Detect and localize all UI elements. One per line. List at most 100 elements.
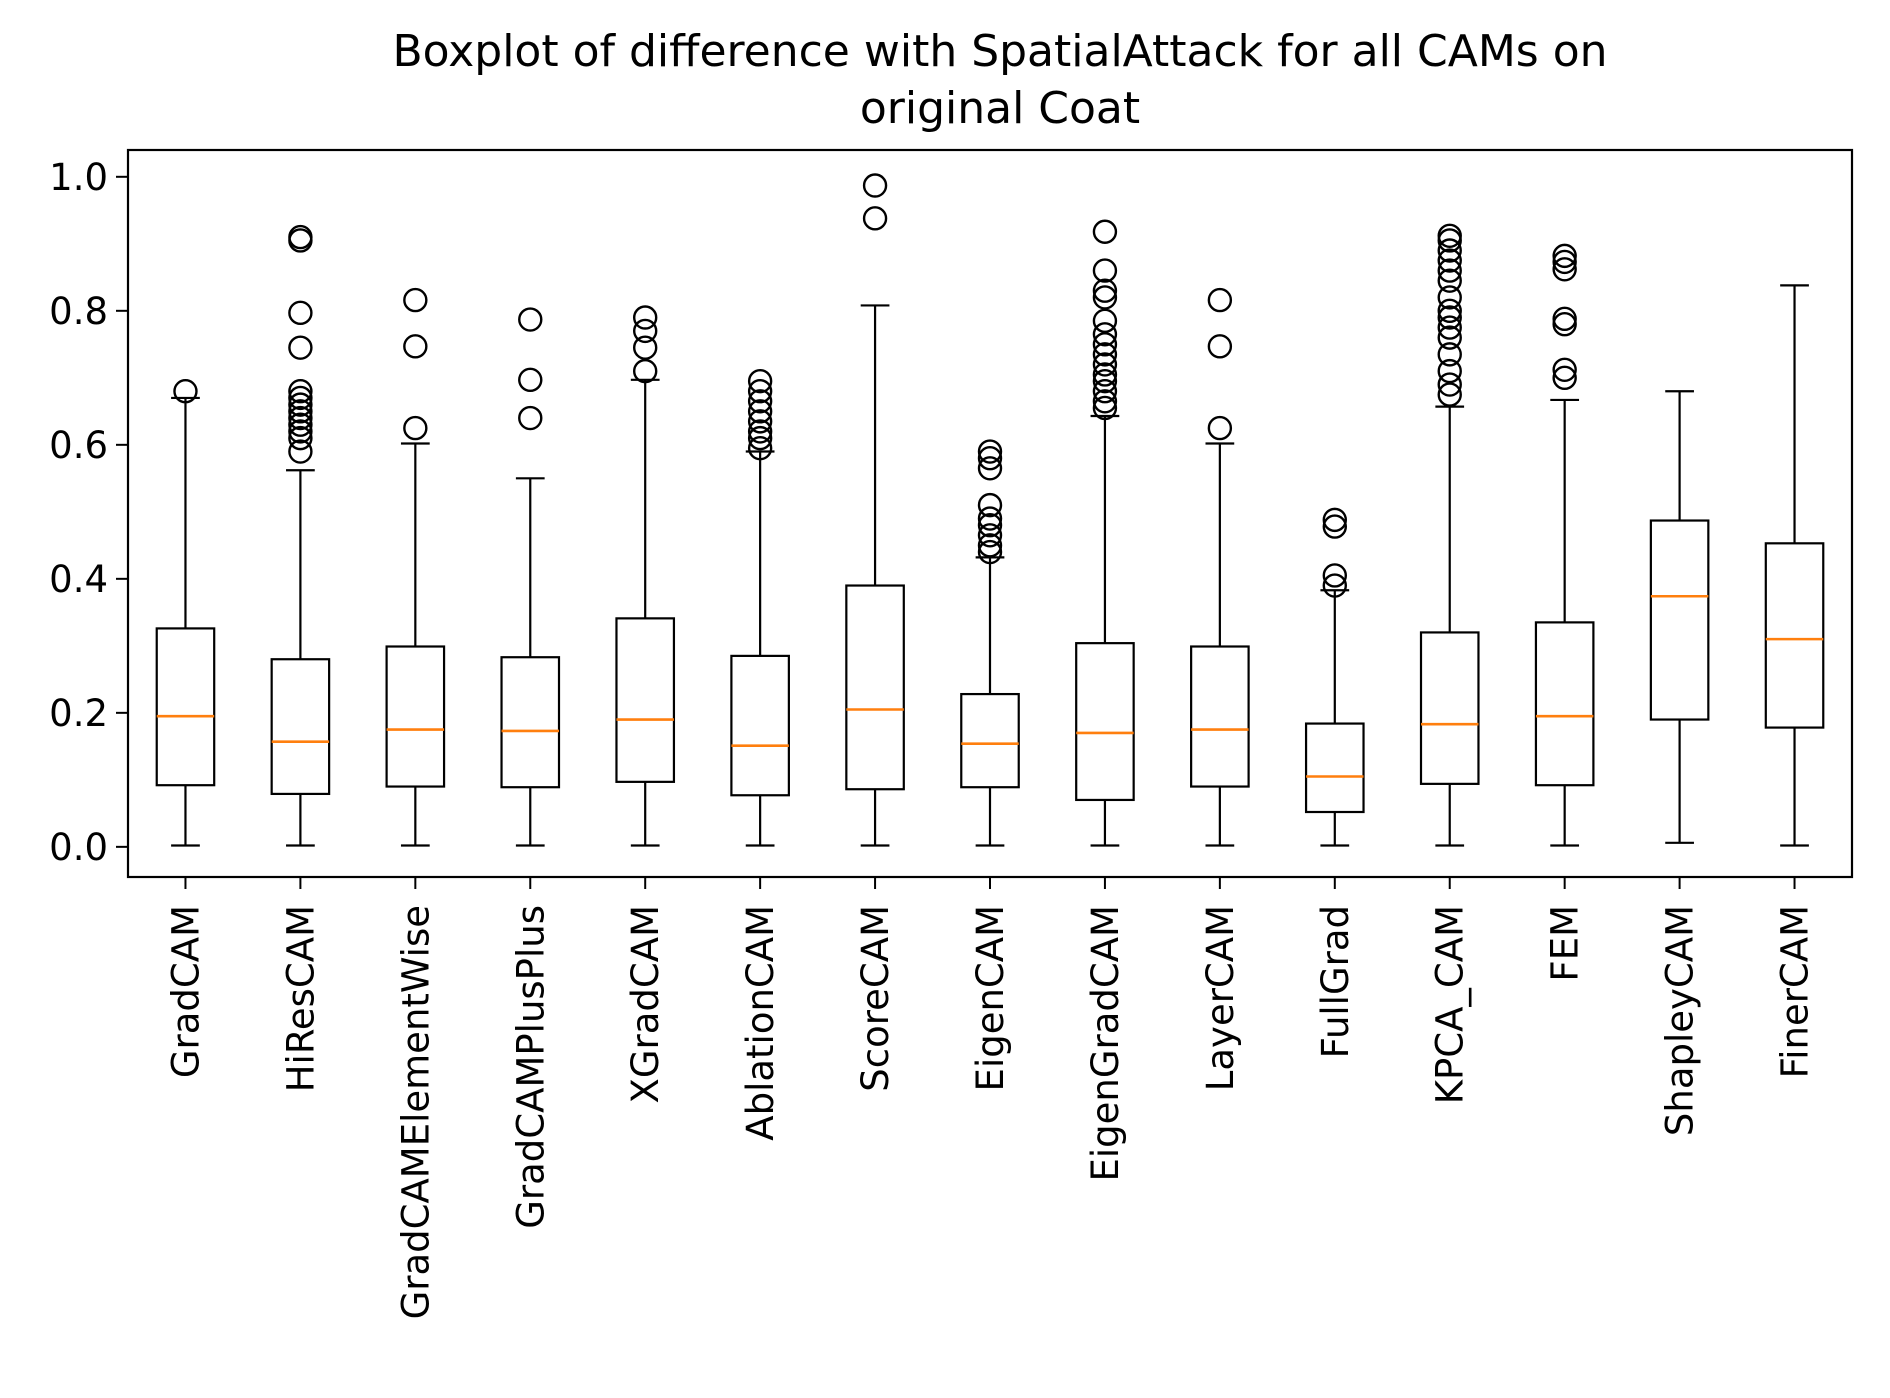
outlier-point <box>1092 362 1118 387</box>
x-tick-label: HiResCAM <box>279 905 322 1092</box>
outlier-point <box>1437 223 1462 248</box>
outlier-point <box>977 506 1003 531</box>
outlier-point <box>288 399 313 424</box>
outlier-point <box>1552 257 1577 282</box>
outlier-point <box>1092 395 1118 421</box>
outlier-point <box>1437 268 1462 293</box>
x-tick-label: GradCAMPlusPlus <box>509 905 552 1229</box>
outlier-point <box>1322 507 1348 533</box>
outlier-point <box>747 368 773 394</box>
outlier-point <box>747 419 773 444</box>
outlier-point <box>1437 382 1462 407</box>
outlier-point <box>1437 238 1462 263</box>
x-tick-label: GradCAM <box>164 905 207 1078</box>
iqr-box <box>385 645 446 788</box>
x-tick-label: FullGrad <box>1314 905 1357 1058</box>
chart-title-line-1: Boxplot of difference with SpatialAttack… <box>392 26 1607 77</box>
outlier-point <box>1437 258 1462 283</box>
outlier-point <box>1322 563 1348 588</box>
outlier-point <box>977 439 1003 464</box>
y-tick-label: 0.2 <box>49 692 108 735</box>
outlier-point <box>1552 243 1577 269</box>
x-tick-label: AblationCAM <box>739 905 782 1141</box>
x-tick-label: EigenGradCAM <box>1084 905 1127 1181</box>
outlier-point <box>1092 368 1118 394</box>
outlier-point <box>633 358 658 384</box>
outlier-point <box>518 405 543 431</box>
outlier-point <box>1207 287 1233 313</box>
iqr-box <box>1075 642 1135 802</box>
outlier-point <box>1092 389 1118 414</box>
outlier-point <box>1437 248 1462 273</box>
iqr-box <box>1304 722 1365 814</box>
outlier-point <box>288 419 313 444</box>
outlier-point <box>1092 219 1118 244</box>
outlier-point <box>747 379 773 404</box>
iqr-box <box>155 627 216 787</box>
outlier-point <box>1092 342 1118 367</box>
x-tick-label: LayerCAM <box>1199 905 1242 1091</box>
x-tick-label: ShapleyCAM <box>1659 905 1702 1136</box>
outlier-point <box>1437 358 1462 384</box>
outlier-point <box>288 335 313 360</box>
iqr-box <box>730 654 790 797</box>
outlier-point <box>288 379 313 404</box>
y-tick-label: 0.8 <box>49 290 108 333</box>
y-tick-label: 0.6 <box>49 424 108 467</box>
outlier-point <box>862 173 888 198</box>
outlier-point <box>1092 352 1118 377</box>
outlier-point <box>862 206 888 231</box>
x-tick-label: EigenCAM <box>969 905 1012 1091</box>
outlier-point <box>403 287 428 313</box>
outlier-point <box>288 300 313 326</box>
outlier-point <box>1552 306 1577 332</box>
outlier-point <box>288 385 313 411</box>
iqr-box <box>1534 621 1595 787</box>
outlier-point <box>1207 415 1233 441</box>
outlier-point <box>1552 249 1577 275</box>
outlier-point <box>403 415 428 441</box>
outlier-point <box>1437 285 1462 310</box>
outlier-point <box>288 392 313 417</box>
outlier-point <box>1092 322 1118 347</box>
outlier-point <box>1092 278 1118 303</box>
iqr-box <box>500 656 561 789</box>
outlier-point <box>633 305 658 330</box>
x-tick-label: XGradCAM <box>624 905 667 1103</box>
outlier-point <box>173 379 198 404</box>
outlier-point <box>1322 573 1348 598</box>
outlier-point <box>288 425 313 451</box>
outlier-point <box>288 224 313 250</box>
axes-frame <box>126 148 1854 879</box>
iqr-box <box>960 692 1020 789</box>
outlier-point <box>1552 357 1577 382</box>
iqr-box <box>1764 542 1825 729</box>
chart-title-line-2: original Coat <box>860 83 1140 134</box>
outlier-point <box>1437 372 1462 397</box>
outlier-point <box>1207 334 1233 359</box>
outlier-point <box>1437 325 1462 350</box>
outlier-point <box>288 412 313 437</box>
y-tick-label: 0.4 <box>49 558 108 601</box>
outlier-point <box>288 405 313 431</box>
x-tick-label: ScoreCAM <box>854 905 897 1092</box>
x-tick-label: FinerCAM <box>1774 905 1817 1078</box>
x-tick-label: KPCA_CAM <box>1429 905 1472 1104</box>
iqr-box <box>615 617 676 783</box>
iqr-box <box>1190 645 1250 788</box>
iqr-box <box>1649 519 1710 721</box>
outlier-point <box>977 539 1003 565</box>
outlier-point <box>1552 365 1577 391</box>
outlier-point <box>1437 315 1462 340</box>
iqr-box <box>270 658 331 796</box>
outlier-point <box>747 389 773 414</box>
outlier-point <box>977 523 1003 548</box>
outlier-point <box>633 335 658 360</box>
outlier-point <box>1092 285 1118 310</box>
outlier-point <box>1552 312 1577 337</box>
plot-area: 0.0 0.2 0.4 0.6 0.8 1.0 GradCAM HiResCAM GradCAM… <box>49 156 1825 1319</box>
iqr-box <box>1419 631 1480 785</box>
outlier-point <box>1092 308 1118 334</box>
